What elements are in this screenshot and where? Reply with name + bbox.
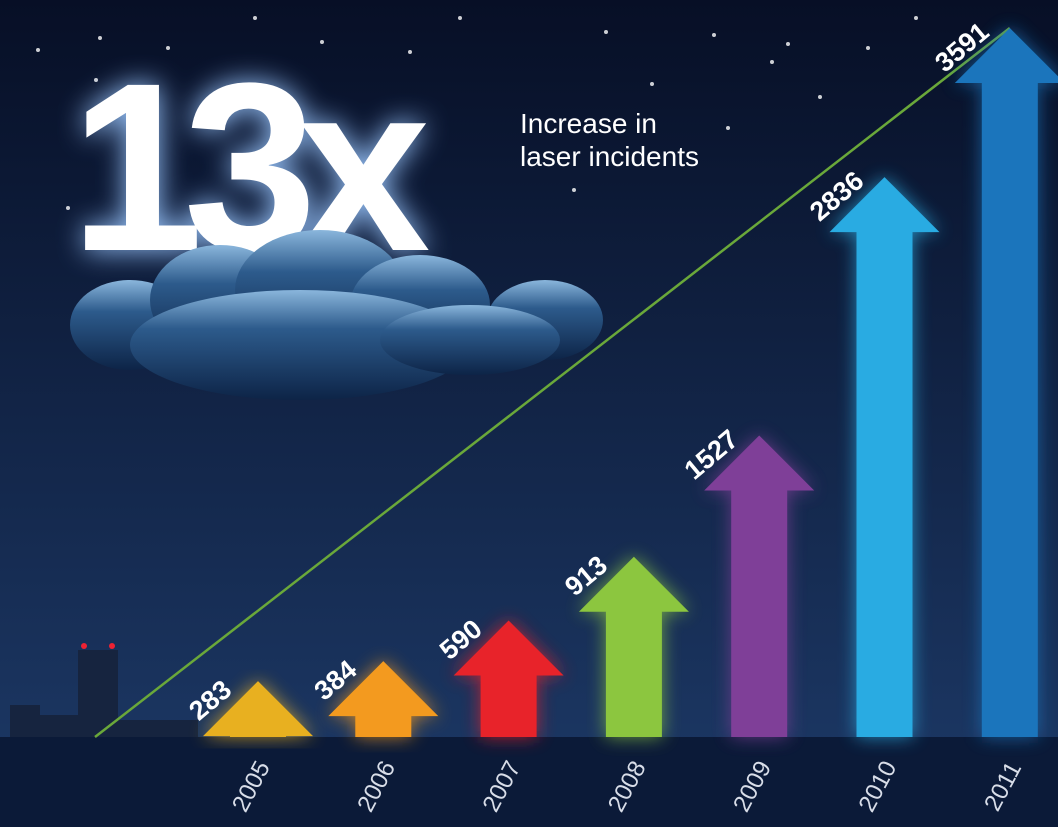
subtitle: laser incidents [520,141,699,172]
cloud [70,230,603,400]
subtitle: Increase in [520,108,657,139]
arrow [704,435,815,737]
trend-line [94,27,1011,738]
arrow [453,620,564,737]
arrow [829,177,940,737]
ground [0,737,1058,827]
arrow [954,28,1058,737]
arrow [578,556,689,737]
arrow [328,661,439,737]
city [10,643,198,737]
arrow [203,681,313,737]
stars [36,16,1037,210]
